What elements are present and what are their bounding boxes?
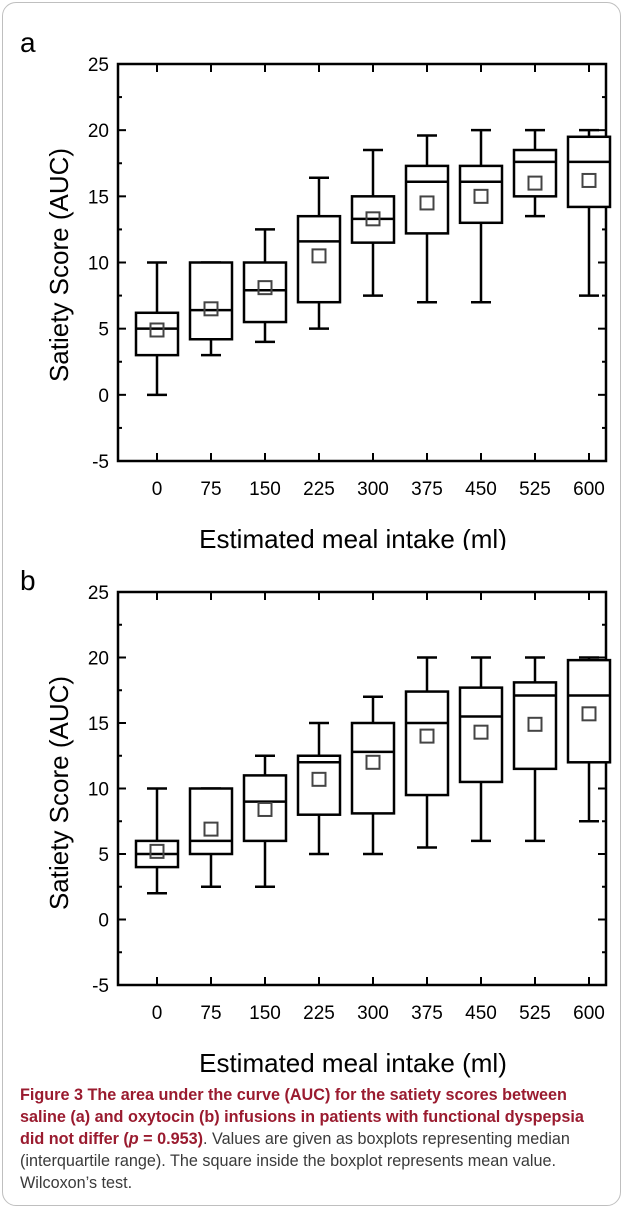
mean-marker-a bbox=[365, 211, 381, 227]
mean-marker-a bbox=[473, 188, 489, 204]
y-tick-label-b: -5 bbox=[92, 976, 109, 997]
y-tick-label-b: 10 bbox=[88, 780, 109, 801]
x-tick-label-a: 150 bbox=[249, 479, 281, 500]
box-iqr-a bbox=[296, 214, 342, 304]
box-iqr-a bbox=[458, 164, 504, 225]
y-axis-title-b: Satiety Score (AUC) bbox=[44, 676, 74, 910]
x-tick-label-a: 600 bbox=[573, 479, 605, 500]
box-iqr-a bbox=[134, 311, 180, 357]
x-tick-label-b: 600 bbox=[573, 1003, 605, 1024]
box-iqr-a bbox=[404, 164, 450, 235]
y-tick-label-a: 10 bbox=[88, 254, 109, 275]
box-iqr-b bbox=[566, 658, 612, 764]
y-axis-title-a: Satiety Score (AUC) bbox=[44, 148, 74, 382]
x-tick-label-b: 150 bbox=[249, 1003, 281, 1024]
y-tick-label-a: 5 bbox=[98, 320, 109, 341]
mean-marker-a bbox=[203, 301, 219, 317]
mean-marker-b bbox=[311, 771, 327, 787]
chart-panel-a: a -5 0 5 10 15 20 25 0 75 150 225 300 375 450 525 600 E… bbox=[20, 27, 612, 550]
x-tick-label-a: 525 bbox=[519, 479, 551, 500]
mean-marker-b bbox=[419, 728, 435, 744]
y-tick-label-a: 0 bbox=[98, 386, 109, 407]
mean-marker-a bbox=[149, 322, 165, 338]
box-iqr-a bbox=[242, 261, 288, 324]
chart-panel-b: b -5 0 5 10 15 20 25 0 75 150 225 300 375 450 525 600 E… bbox=[20, 565, 612, 1078]
box-iqr-a bbox=[566, 135, 612, 209]
y-tick-label-a: -5 bbox=[92, 452, 109, 473]
y-tick-label-b: 5 bbox=[98, 845, 109, 866]
y-tick-label-a: 20 bbox=[88, 121, 109, 142]
x-axis-title-a: Estimated meal intake (ml) bbox=[199, 524, 507, 550]
mean-marker-b bbox=[527, 716, 543, 732]
box-iqr-b bbox=[242, 774, 288, 843]
mean-marker-b bbox=[473, 724, 489, 740]
x-tick-label-a: 375 bbox=[411, 479, 443, 500]
y-tick-label-b: 0 bbox=[98, 911, 109, 932]
x-tick-label-a: 300 bbox=[357, 479, 389, 500]
box-iqr-b bbox=[188, 787, 234, 856]
caption-body-text: . Values are given as boxplots represent… bbox=[20, 1130, 570, 1192]
x-tick-label-a: 225 bbox=[303, 479, 335, 500]
y-tick-label-a: 15 bbox=[88, 187, 109, 208]
x-tick-label-b: 225 bbox=[303, 1003, 335, 1024]
mean-marker-b bbox=[203, 821, 219, 837]
mean-marker-b bbox=[149, 843, 165, 859]
caption-p-symbol: p bbox=[128, 1130, 139, 1148]
x-tick-label-b: 300 bbox=[357, 1003, 389, 1024]
x-tick-label-b: 450 bbox=[465, 1003, 497, 1024]
x-tick-label-a: 75 bbox=[200, 479, 221, 500]
x-tick-label-b: 0 bbox=[152, 1003, 163, 1024]
box-iqr-a bbox=[188, 261, 234, 341]
x-tick-label-b: 375 bbox=[411, 1003, 443, 1024]
mean-marker-a bbox=[527, 175, 543, 191]
mean-marker-b bbox=[581, 706, 597, 722]
plot-area-b: -5 0 5 10 15 20 25 0 75 150 225 300 375 450 525 600 bbox=[88, 583, 612, 1024]
panel-letter-b: b bbox=[20, 565, 36, 596]
x-tick-label-a: 0 bbox=[152, 479, 163, 500]
box-iqr-b bbox=[512, 681, 558, 771]
figure-caption: Figure 3 The area under the curve (AUC) … bbox=[20, 1084, 610, 1194]
y-tick-label-b: 15 bbox=[88, 714, 109, 735]
mean-marker-b bbox=[365, 754, 381, 770]
y-tick-label-b: 25 bbox=[88, 583, 109, 604]
mean-marker-a bbox=[419, 195, 435, 211]
box-iqr-b bbox=[458, 686, 504, 784]
caption-bold-text: Figure 3 The area under the curve (AUC) … bbox=[20, 1086, 584, 1148]
mean-marker-a bbox=[311, 248, 327, 264]
mean-marker-a bbox=[581, 172, 597, 188]
x-axis-title-b: Estimated meal intake (ml) bbox=[199, 1048, 507, 1078]
x-tick-label-a: 450 bbox=[465, 479, 497, 500]
mean-marker-a bbox=[257, 280, 273, 296]
mean-marker-b bbox=[257, 801, 273, 817]
panel-letter-a: a bbox=[20, 27, 36, 58]
x-tick-label-b: 525 bbox=[519, 1003, 551, 1024]
y-tick-label-a: 25 bbox=[88, 55, 109, 76]
x-tick-label-b: 75 bbox=[200, 1003, 221, 1024]
y-tick-label-b: 20 bbox=[88, 649, 109, 670]
plot-area-a: -5 0 5 10 15 20 25 0 75 150 225 300 375 450 525 600 bbox=[88, 55, 612, 500]
caption-p-value: = 0.953) bbox=[138, 1130, 204, 1148]
